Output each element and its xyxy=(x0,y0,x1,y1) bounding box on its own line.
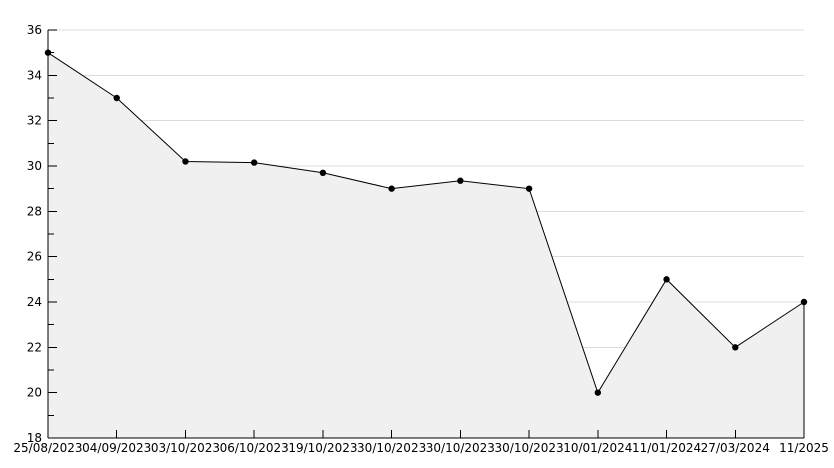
x-tick-label: 25/08/2023 xyxy=(13,441,82,455)
x-tick-label: 30/10/2023 xyxy=(495,441,564,455)
y-tick-label: 22 xyxy=(27,340,42,354)
x-tick-label: 30/10/2023 xyxy=(426,441,495,455)
data-point-marker xyxy=(250,159,258,166)
x-tick-label: 27/03/2024 xyxy=(701,441,770,455)
data-point-marker xyxy=(182,158,189,165)
data-line xyxy=(47,52,805,394)
data-point-marker xyxy=(113,94,120,102)
y-tick-label: 18 xyxy=(27,431,42,445)
y-tick-label: 26 xyxy=(27,250,42,264)
data-point-marker xyxy=(388,185,395,192)
y-tick-label: 32 xyxy=(27,114,42,128)
data-point-marker xyxy=(663,276,670,283)
data-point-marker xyxy=(44,49,52,56)
y-tick-label: 20 xyxy=(27,386,42,400)
data-point-marker xyxy=(732,344,739,351)
data-point-marker xyxy=(800,298,808,306)
y-tick-label: 36 xyxy=(27,23,42,37)
y-tick-label: 28 xyxy=(27,204,42,218)
x-tick-label: 06/10/2023 xyxy=(220,441,289,455)
x-tick-label: 10/01/2024 xyxy=(563,441,632,455)
y-tick-label: 34 xyxy=(27,68,42,82)
x-tick-label: 11/01/2024 xyxy=(632,441,701,455)
x-tick-label: 19/10/2023 xyxy=(288,441,357,455)
x-tick-label: 03/10/2023 xyxy=(151,441,220,455)
data-point-marker xyxy=(319,169,327,176)
y-tick-label: 30 xyxy=(27,159,42,173)
y-tick-label: 24 xyxy=(27,295,42,309)
x-tick-label: 30/10/2023 xyxy=(357,441,426,455)
x-tick-label: 11/2025 xyxy=(779,441,829,455)
data-point-marker xyxy=(525,185,533,192)
x-tick-label: 04/09/2023 xyxy=(82,441,151,455)
data-point-marker xyxy=(457,177,464,184)
data-point-marker xyxy=(594,389,602,396)
area-fill xyxy=(48,52,804,439)
